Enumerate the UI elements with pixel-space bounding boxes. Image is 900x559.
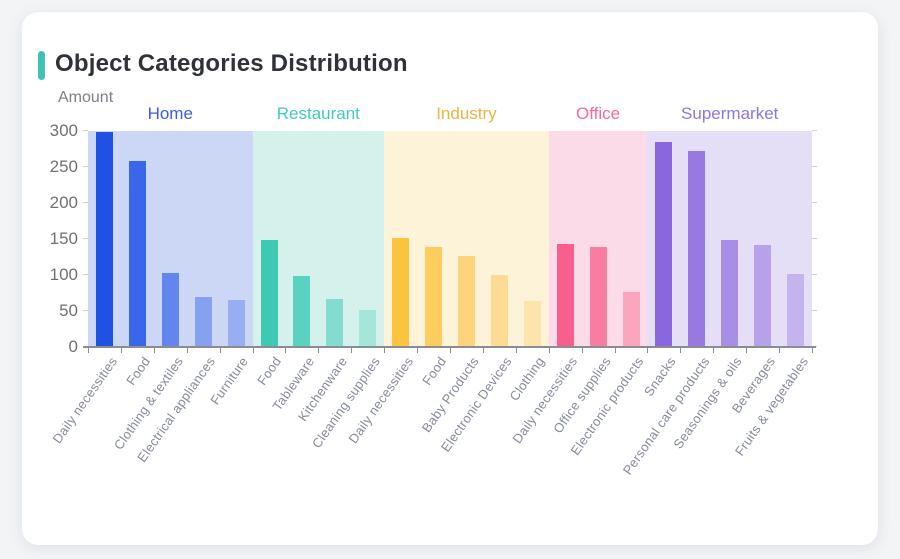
y-axis-tick-left (83, 166, 88, 167)
bar-industry-baby-products[interactable] (457, 255, 475, 347)
x-axis-tick (515, 348, 517, 353)
bar-office-electronic-products[interactable] (622, 292, 640, 347)
bar-office-daily-necessities[interactable] (556, 244, 574, 347)
group-label-office: Office (576, 104, 621, 123)
x-axis-tick (647, 348, 649, 353)
bar-home-clothing-textiles[interactable] (161, 272, 179, 347)
y-axis-tick-right (812, 310, 817, 311)
y-axis-tick-label: 50 (59, 301, 78, 320)
bar-supermarket-snacks[interactable] (655, 141, 673, 347)
y-axis-tick-label: 100 (49, 265, 78, 284)
x-axis-tick (581, 348, 583, 353)
x-axis-tick (351, 348, 353, 353)
x-axis-tick (120, 348, 122, 353)
bar-home-furniture[interactable] (227, 300, 245, 347)
x-axis-tick (153, 348, 155, 353)
x-axis-tick (384, 348, 386, 353)
x-axis-tick (614, 348, 616, 353)
x-axis-tick (252, 348, 254, 353)
x-axis-tick (812, 348, 813, 353)
y-axis-tick-label: 300 (49, 121, 78, 140)
bar-home-daily-necessities[interactable] (95, 132, 113, 347)
y-axis-tick-left (83, 310, 88, 311)
bar-home-electrical-appliances[interactable] (194, 296, 212, 347)
bar-supermarket-beverages[interactable] (754, 245, 772, 347)
bar-restaurant-food[interactable] (260, 239, 278, 347)
x-axis-tick (88, 348, 89, 353)
bar-supermarket-seasonings-oils[interactable] (721, 239, 739, 347)
bar-home-food[interactable] (128, 161, 146, 347)
x-axis-tick (680, 348, 682, 353)
page-title: Object Categories Distribution (55, 50, 408, 77)
x-axis-tick (417, 348, 419, 353)
x-axis-tick (219, 348, 221, 353)
y-axis-tick-left (83, 238, 88, 239)
x-axis-tick (186, 348, 188, 353)
y-axis-tick-left (83, 202, 88, 203)
x-axis-line (83, 346, 816, 348)
y-axis-tick-right (812, 274, 817, 275)
group-label-restaurant: Restaurant (276, 104, 360, 123)
bar-industry-electronic-devices[interactable] (490, 275, 508, 347)
y-axis-tick-right (812, 166, 817, 167)
title-accent-bar (38, 51, 45, 80)
group-label-home: Home (147, 104, 193, 123)
bar-industry-food[interactable] (425, 246, 443, 347)
group-label-industry: Industry (436, 104, 497, 123)
bar-office-office-supplies[interactable] (589, 246, 607, 347)
group-label-supermarket: Supermarket (681, 104, 779, 123)
y-axis-tick-label: 0 (68, 337, 78, 356)
bar-supermarket-personal-care-products[interactable] (688, 151, 706, 347)
bar-restaurant-cleaning-supplies[interactable] (359, 309, 377, 347)
y-axis-tick-right (812, 130, 817, 131)
bar-industry-daily-necessities[interactable] (392, 238, 410, 347)
x-axis-tick (548, 348, 550, 353)
x-axis-tick (450, 348, 451, 353)
x-axis-tick (779, 348, 781, 353)
bar-restaurant-tableware[interactable] (293, 276, 311, 347)
x-axis-tick (482, 348, 484, 353)
y-axis-tick-label: 200 (49, 193, 78, 212)
x-axis-tick (713, 348, 715, 353)
y-axis-tick-label: 150 (49, 229, 78, 248)
bar-restaurant-kitchenware[interactable] (326, 299, 344, 347)
y-axis-title: Amount (58, 89, 114, 106)
bar-industry-clothing[interactable] (523, 300, 541, 347)
y-axis-tick-right (812, 238, 817, 239)
x-axis-tick (746, 348, 748, 353)
x-axis-tick (318, 348, 320, 353)
y-axis-tick-left (83, 274, 88, 275)
bar-supermarket-fruits-vegetables[interactable] (787, 273, 805, 347)
x-axis-tick (285, 348, 287, 353)
y-axis-tick-label: 250 (49, 157, 78, 176)
y-axis-tick-left (83, 130, 88, 131)
y-axis-tick-right (812, 202, 817, 203)
